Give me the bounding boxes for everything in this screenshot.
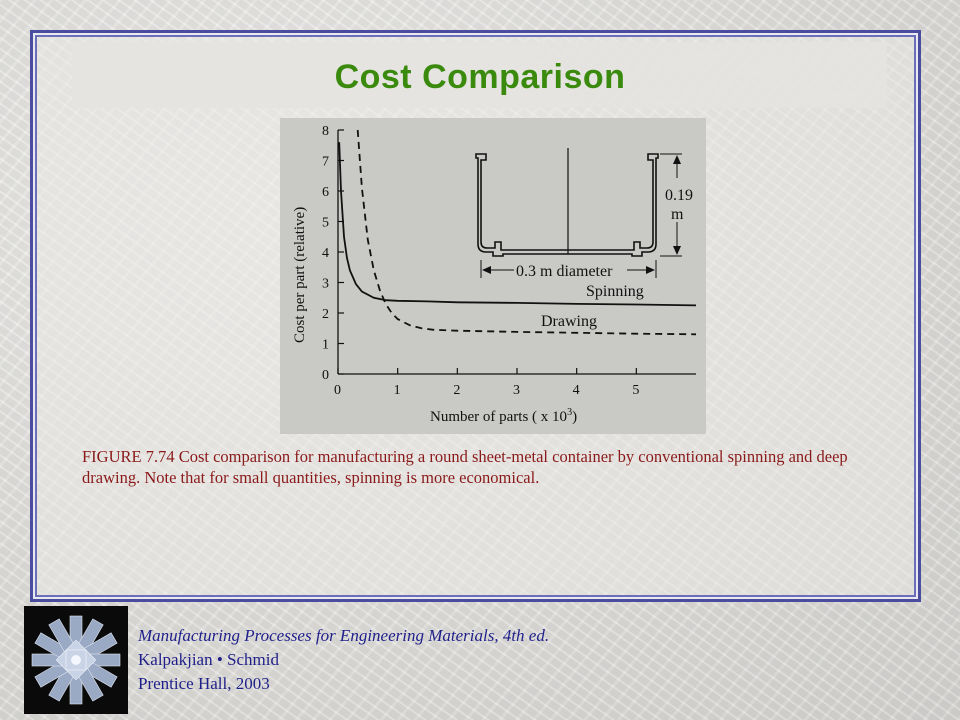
- x-tick-label: 4: [573, 383, 580, 398]
- x-tick-label: 5: [632, 383, 639, 398]
- slide-title: Cost Comparison: [334, 58, 626, 96]
- footer-credits: Manufacturing Processes for Engineering …: [138, 624, 549, 696]
- x-axis-label: Number of parts ( x 103): [430, 407, 577, 425]
- height-arrow-up-icon: [673, 155, 681, 164]
- y-tick-label: 4: [322, 246, 329, 261]
- y-axis-label: Cost per part (relative): [292, 207, 308, 343]
- height-label-unit: m: [671, 206, 684, 223]
- footer-authors: Kalpakjian • Schmid: [138, 650, 279, 669]
- series-line-drawing: [356, 129, 697, 336]
- height-label-value: 0.19: [665, 187, 693, 204]
- logo-graphic: [31, 615, 121, 705]
- height-arrow-down-icon: [673, 246, 681, 255]
- y-tick-label: 3: [322, 277, 329, 292]
- y-tick-label: 5: [322, 216, 329, 231]
- y-tick-label: 2: [322, 307, 329, 322]
- diameter-label: 0.3 m diameter: [516, 263, 613, 280]
- y-tick-label: 7: [322, 155, 329, 170]
- series-line-spinning: [338, 142, 697, 307]
- figure-caption: FIGURE 7.74 Cost comparison for manufact…: [82, 447, 848, 487]
- chart-series: [338, 129, 697, 336]
- chart-ticks: 0 1 2 3 4 5 6 7 8 0 1 2 3 4 5: [322, 124, 639, 398]
- x-tick-label: 1: [394, 383, 401, 398]
- y-tick-label: 8: [322, 124, 329, 139]
- y-tick-label: 1: [322, 338, 329, 353]
- footer-publisher: Prentice Hall, 2003: [138, 674, 270, 693]
- x-tick-label: 2: [453, 383, 460, 398]
- title-band: [72, 42, 887, 108]
- container-outline: [475, 153, 659, 257]
- diameter-arrow-right-icon: [646, 266, 655, 274]
- series-label-drawing: Drawing: [541, 313, 597, 330]
- footer-book-title: Manufacturing Processes for Engineering …: [138, 626, 550, 645]
- x-axis-label-prefix: Number of parts ( x 10: [430, 409, 567, 425]
- chart-labels: Cost per part (relative) Number of parts…: [292, 207, 644, 425]
- x-axis-label-suffix: ): [572, 409, 577, 425]
- container-inset-diagram: 0.19 m 0.3 m diameter: [475, 148, 693, 280]
- crystal-burst-logo-icon: [24, 606, 128, 714]
- diameter-arrow-left-icon: [482, 266, 491, 274]
- x-axis-label-exponent: 3: [567, 407, 572, 418]
- x-tick-label: 3: [513, 383, 520, 398]
- y-tick-label: 0: [322, 368, 329, 383]
- series-label-spinning: Spinning: [586, 283, 644, 300]
- y-tick-label: 6: [322, 185, 329, 200]
- x-tick-label: 0: [334, 383, 341, 398]
